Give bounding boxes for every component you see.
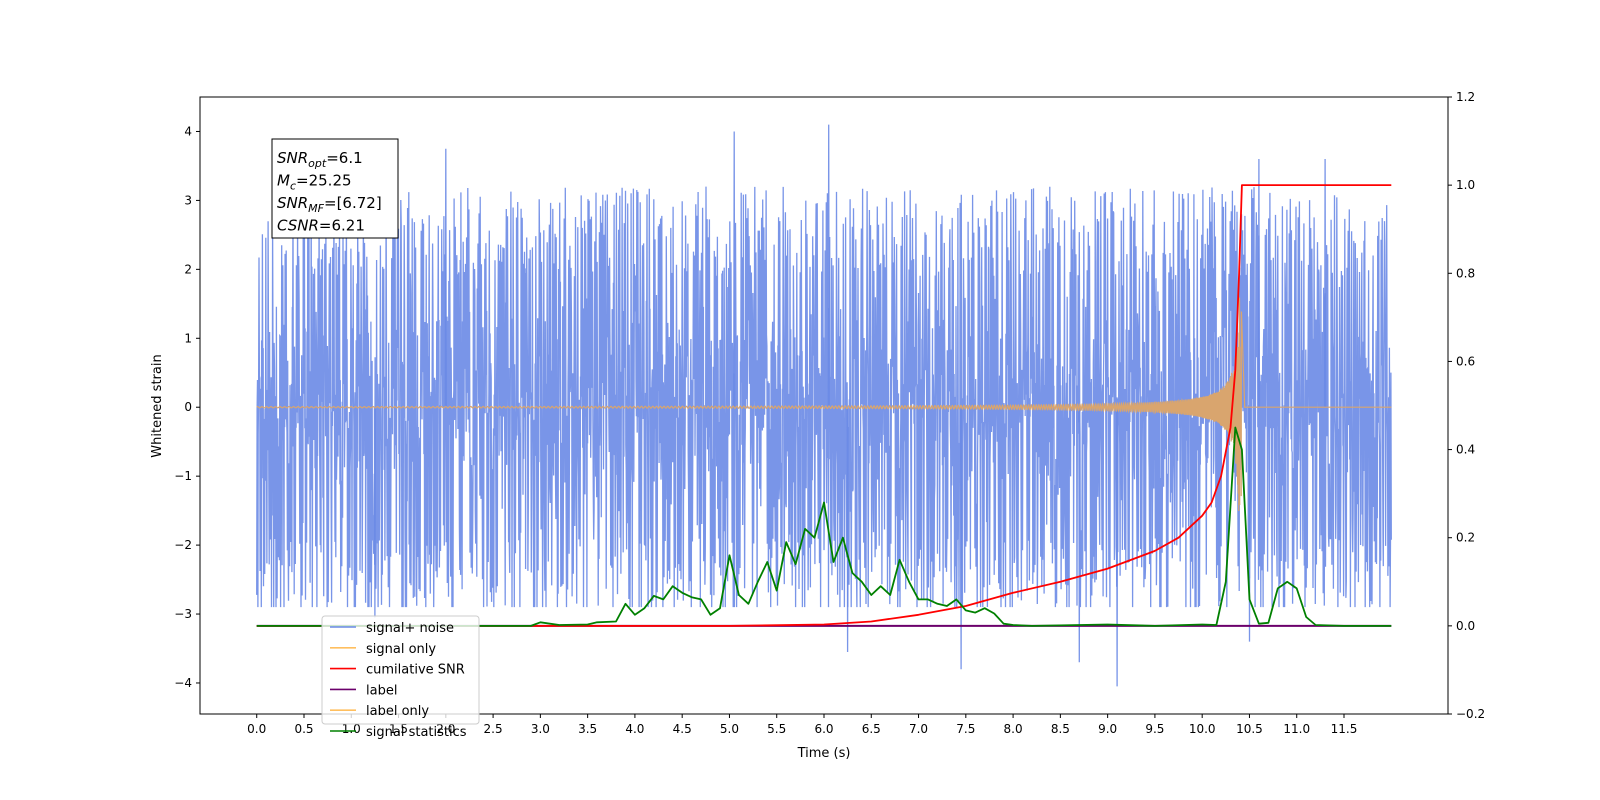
x-tick-label: 9.0 <box>1098 722 1117 736</box>
x-tick-label: 11.0 <box>1283 722 1310 736</box>
x-tick-label: 0.5 <box>294 722 313 736</box>
chirp-trace <box>256 297 1392 512</box>
y-tick-label: 4 <box>184 124 192 138</box>
annotation-frame <box>271 138 399 239</box>
x-tick-label: 6.5 <box>862 722 881 736</box>
x-tick-label: 2.5 <box>484 722 503 736</box>
y2-tick-label: −0.2 <box>1456 707 1485 721</box>
y-tick-label: 3 <box>184 193 192 207</box>
legend-label: label <box>366 683 397 698</box>
legend-label: signal statistics <box>366 725 467 740</box>
x-tick-label: 0.0 <box>247 722 266 736</box>
y2-tick-label: 0.4 <box>1456 443 1475 457</box>
y-tick-label: 1 <box>184 331 192 345</box>
legend-label: signal+ noise <box>366 621 454 636</box>
legend-label: signal only <box>366 642 436 657</box>
x-tick-label: 6.0 <box>814 722 833 736</box>
y-axis-right: 1.2 1.0 0.8 0.6 0.4 0.2 0.0 −0.2 <box>1448 90 1485 721</box>
legend-label: cumilative SNR <box>366 663 465 678</box>
x-tick-label: 9.5 <box>1145 722 1164 736</box>
series-signal-only <box>256 297 1392 512</box>
series-cumulative-snr <box>256 184 1392 627</box>
y-tick-label: −4 <box>174 676 192 690</box>
x-tick-label: 4.0 <box>625 722 644 736</box>
x-tick-label: 11.5 <box>1331 722 1358 736</box>
legend-frame <box>321 615 480 725</box>
x-axis: 0.0 0.5 1.0 1.5 2.0 2.5 3.0 3.5 4.0 4.5 5.0 5.5 6.0 6… <box>247 714 1357 736</box>
annotation-line: SNRMF=[6.72] <box>277 194 382 215</box>
y-axis-label: Whitened strain <box>150 354 165 457</box>
plot-area <box>256 124 1392 687</box>
y2-tick-label: 1.0 <box>1456 178 1475 192</box>
y-tick-label: 0 <box>184 400 192 414</box>
x-tick-label: 10.0 <box>1189 722 1216 736</box>
x-tick-label: 7.5 <box>956 722 975 736</box>
x-tick-label: 2.0 <box>436 722 455 736</box>
x-axis-label: Time (s) <box>797 746 851 761</box>
annotation-line: CSNR=6.21 <box>277 217 365 235</box>
x-tick-label: 1.0 <box>342 722 361 736</box>
x-tick-label: 5.5 <box>767 722 786 736</box>
y-tick-label: 2 <box>184 262 192 276</box>
y2-tick-label: 0.2 <box>1456 531 1475 545</box>
x-tick-label: 5.0 <box>720 722 739 736</box>
series-signal-statistics <box>256 426 1392 627</box>
annotation-line: SNRopt=6.1 <box>277 149 363 170</box>
y-tick-label: −2 <box>174 538 192 552</box>
y-tick-label: −1 <box>174 469 192 483</box>
annotation-line: Mc=25.25 <box>277 172 352 193</box>
noise-spikes <box>373 124 1327 687</box>
x-tick-label: 3.0 <box>531 722 550 736</box>
x-tick-label: 7.0 <box>909 722 928 736</box>
x-tick-label: 10.5 <box>1236 722 1263 736</box>
x-tick-label: 8.5 <box>1051 722 1070 736</box>
y2-tick-label: 0.0 <box>1456 619 1475 633</box>
cumulative-snr-line <box>256 184 1392 627</box>
signal-statistics-line <box>256 426 1392 627</box>
y2-tick-label: 1.2 <box>1456 90 1475 104</box>
y-axis-left: 4 3 2 1 0 −1 −2 −3 −4 <box>174 124 200 690</box>
x-tick-label: 1.5 <box>389 722 408 736</box>
legend: signal+ noise signal only cumilative SNR la… <box>321 615 480 740</box>
y2-tick-label: 0.8 <box>1456 266 1475 280</box>
y2-tick-label: 0.6 <box>1456 354 1475 368</box>
legend-label: label only <box>366 704 429 719</box>
x-tick-label: 3.5 <box>578 722 597 736</box>
x-tick-label: 4.5 <box>673 722 692 736</box>
x-tick-label: 8.0 <box>1004 722 1023 736</box>
y-tick-label: −3 <box>174 607 192 621</box>
